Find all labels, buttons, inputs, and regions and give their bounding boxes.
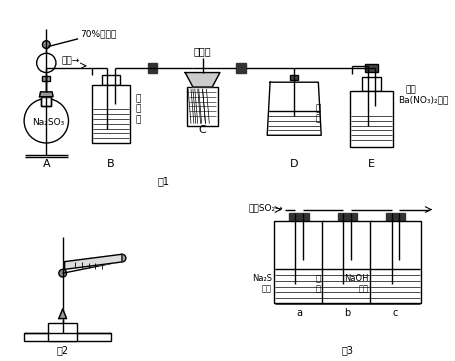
Bar: [364, 64, 377, 71]
Text: 浓
硫
酸: 浓 硫 酸: [135, 94, 140, 124]
Polygon shape: [59, 309, 66, 318]
Text: a: a: [295, 308, 301, 318]
Circle shape: [118, 254, 126, 262]
Text: A: A: [42, 159, 50, 169]
Bar: [24, 333, 111, 341]
Bar: [290, 75, 298, 80]
Text: D: D: [289, 159, 298, 169]
Bar: [385, 213, 404, 222]
Text: 氢气→: 氢气→: [61, 56, 79, 65]
Bar: [369, 221, 420, 303]
Polygon shape: [185, 73, 219, 87]
Text: 图2: 图2: [56, 345, 69, 355]
Text: 图3: 图3: [340, 345, 353, 355]
Bar: [187, 87, 217, 126]
Bar: [273, 221, 324, 303]
Text: C: C: [198, 125, 206, 135]
Text: c: c: [392, 308, 397, 318]
Circle shape: [24, 99, 68, 143]
Bar: [102, 75, 119, 85]
Bar: [42, 77, 50, 81]
Text: 足量: 足量: [404, 86, 415, 95]
Text: B: B: [107, 159, 115, 169]
Polygon shape: [40, 92, 53, 97]
Text: 氯
水: 氯 水: [314, 274, 319, 293]
Text: 70%浓硫酸: 70%浓硫酸: [80, 30, 116, 39]
Bar: [337, 213, 356, 222]
Text: NaOH
溶液: NaOH 溶液: [343, 274, 368, 293]
Text: Ba(NO₃)₂溶液: Ba(NO₃)₂溶液: [398, 95, 448, 104]
Text: 催化剂: 催化剂: [193, 46, 211, 56]
Text: 冰
水: 冰 水: [315, 104, 320, 124]
Text: E: E: [367, 159, 374, 169]
Circle shape: [42, 41, 50, 48]
Bar: [91, 85, 130, 143]
Bar: [322, 221, 372, 303]
Text: Na₂SO₃: Na₂SO₃: [32, 118, 64, 127]
Bar: [289, 213, 308, 222]
Bar: [147, 63, 157, 73]
Text: 图1: 图1: [157, 177, 170, 187]
Bar: [349, 91, 392, 147]
Circle shape: [36, 53, 56, 73]
Text: b: b: [344, 308, 349, 318]
Bar: [41, 97, 51, 106]
Bar: [236, 63, 245, 73]
Text: 足量SO₂→: 足量SO₂→: [248, 203, 283, 212]
Bar: [48, 323, 77, 341]
Text: Na₂S
溶液: Na₂S 溶液: [252, 274, 272, 293]
Bar: [361, 77, 380, 91]
Circle shape: [59, 269, 66, 277]
Polygon shape: [65, 254, 122, 269]
